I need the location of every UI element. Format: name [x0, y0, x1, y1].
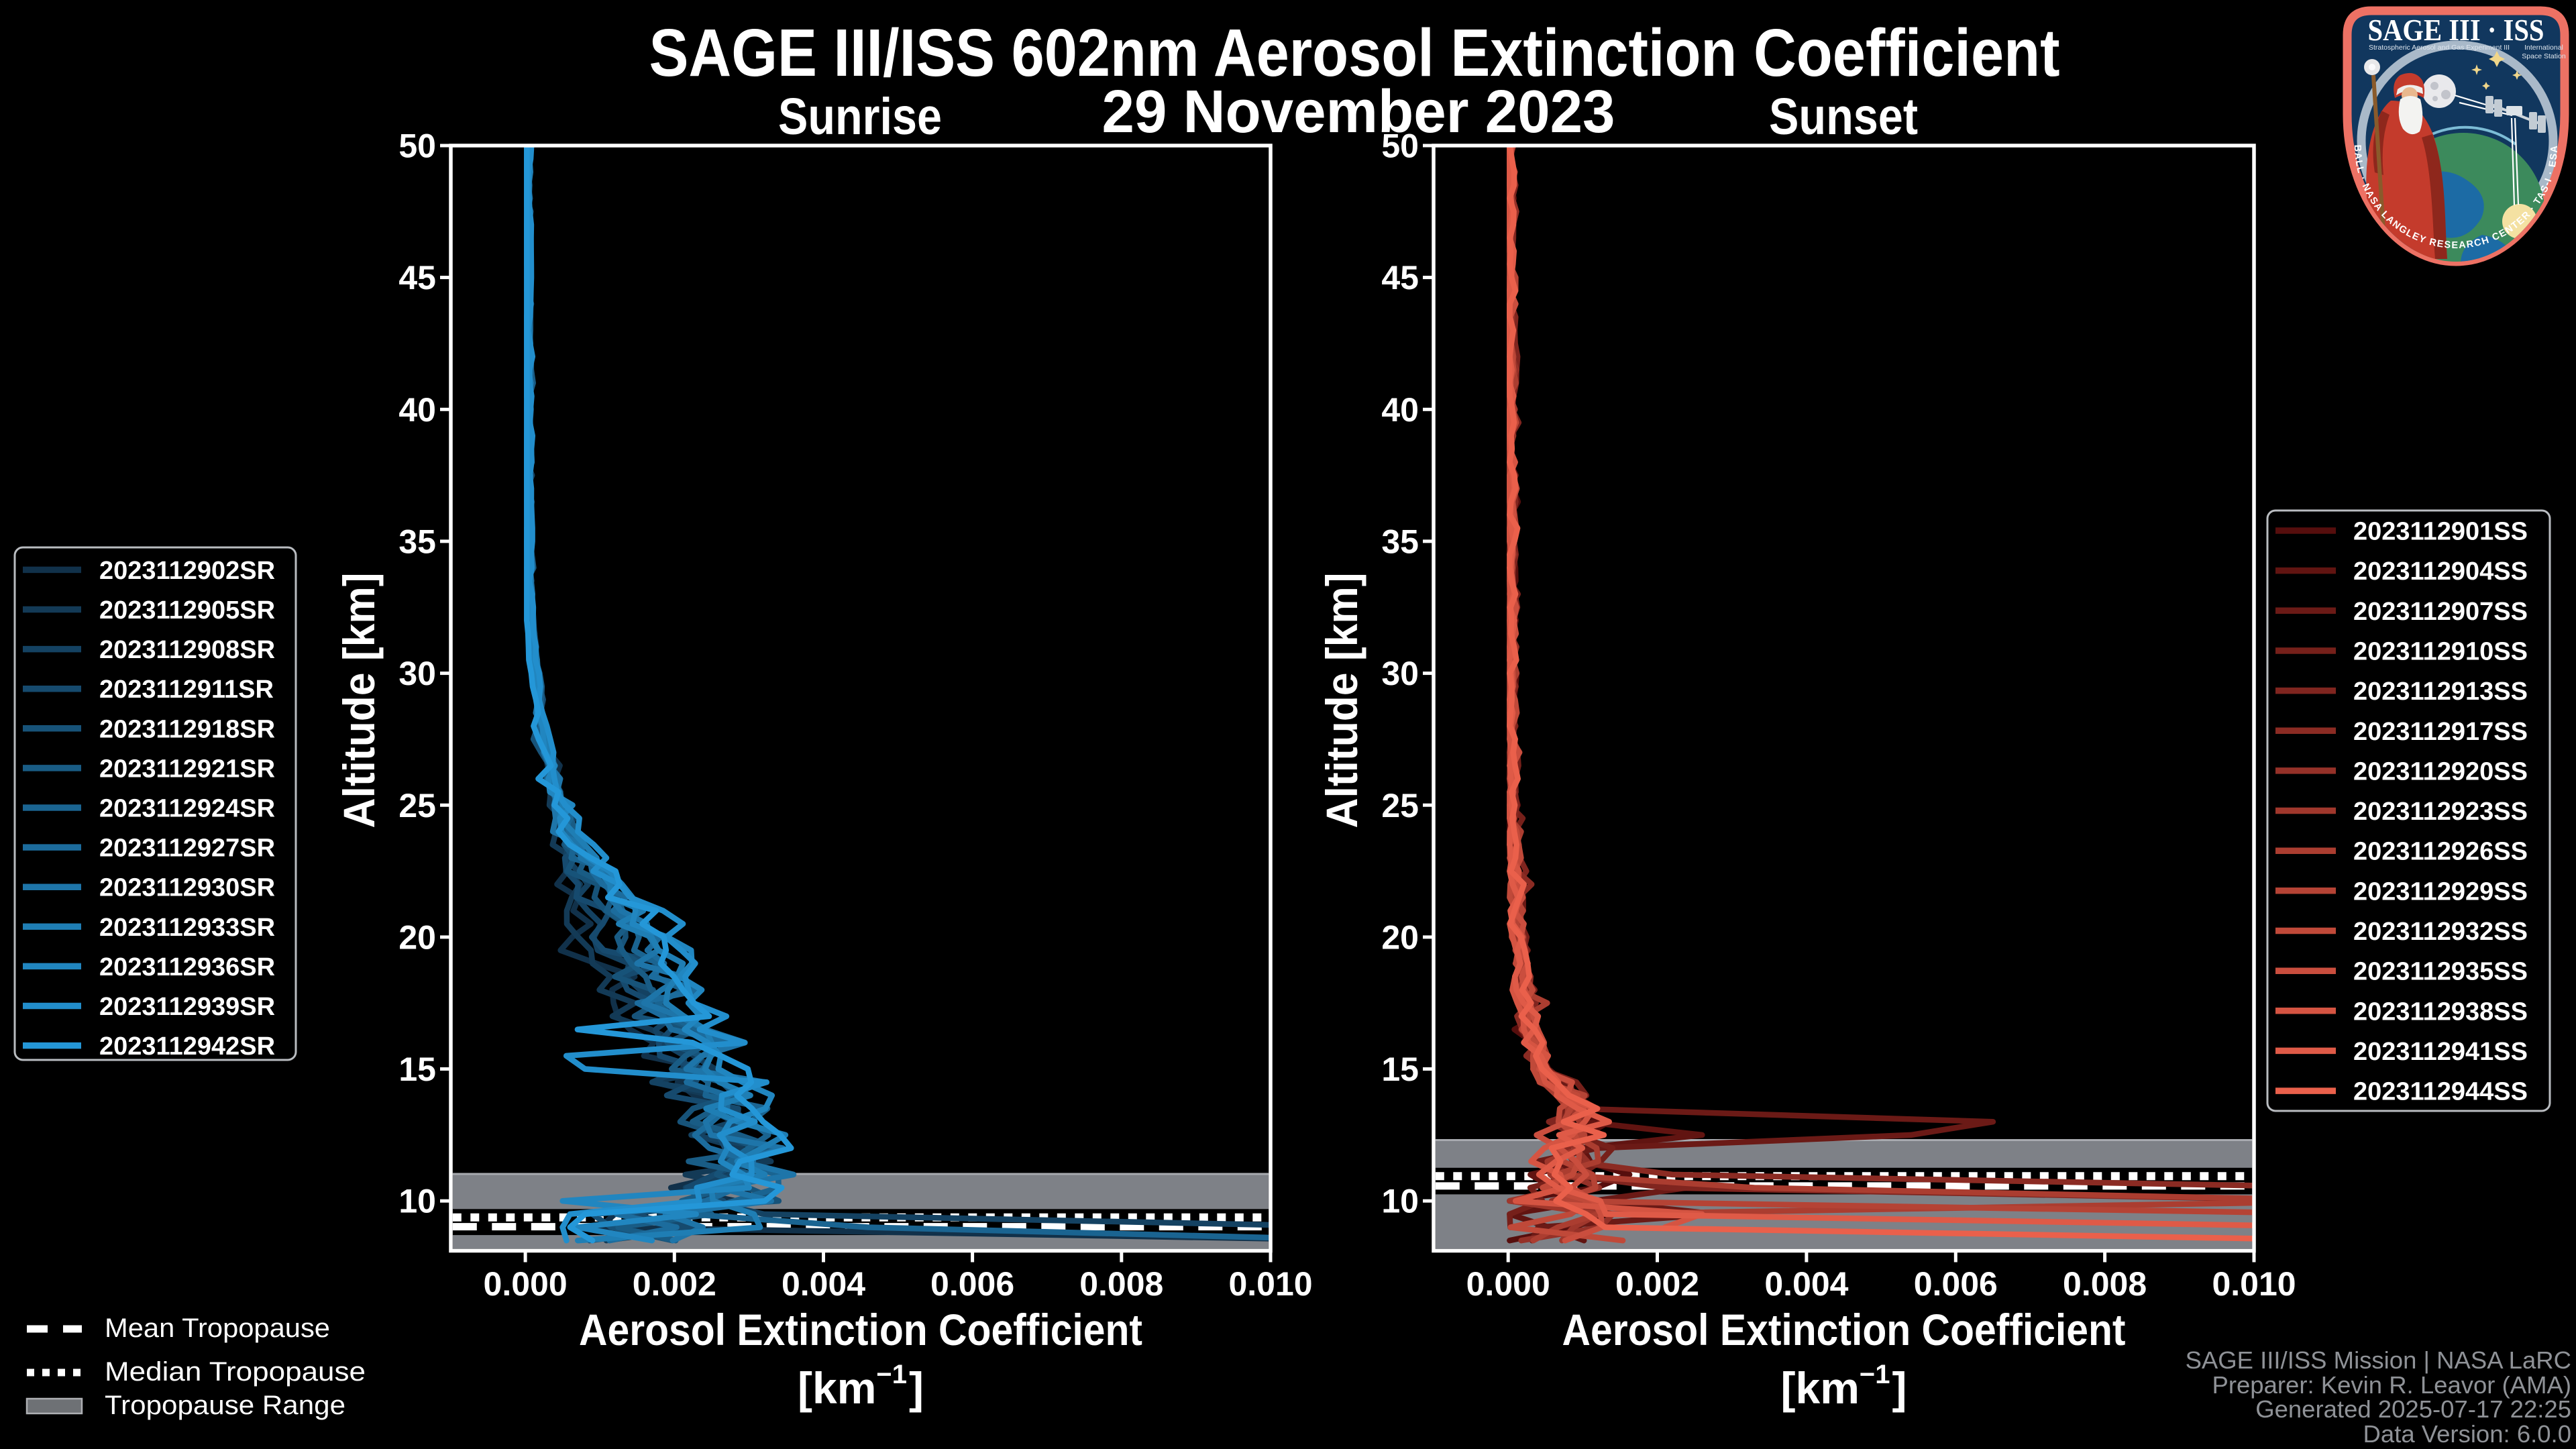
svg-text:Sunset: Sunset — [1769, 88, 1918, 146]
svg-text:Altitude [km]: Altitude [km] — [1317, 573, 1366, 828]
svg-text:Aerosol Extinction Coefficient: Aerosol Extinction Coefficient — [579, 1305, 1142, 1354]
svg-text:15: 15 — [1381, 1051, 1419, 1088]
svg-text:Data Version: 6.0.0: Data Version: 6.0.0 — [2363, 1420, 2571, 1448]
svg-text:2023112933SR: 2023112933SR — [99, 914, 275, 942]
svg-text:2023112938SS: 2023112938SS — [2353, 998, 2528, 1026]
svg-text:0.000: 0.000 — [1466, 1265, 1550, 1303]
svg-text:0.000: 0.000 — [484, 1265, 568, 1303]
svg-text:Space Station: Space Station — [2522, 52, 2566, 60]
svg-text:SAGE III/ISS 602nm Aerosol Ext: SAGE III/ISS 602nm Aerosol Extinction Co… — [649, 15, 2060, 91]
svg-text:International: International — [2524, 44, 2563, 52]
svg-text:40: 40 — [398, 391, 436, 429]
svg-text:2023112944SS: 2023112944SS — [2353, 1078, 2528, 1106]
svg-text:Median Tropopause: Median Tropopause — [105, 1357, 366, 1387]
svg-text:2023112918SR: 2023112918SR — [99, 715, 275, 743]
svg-text:25: 25 — [398, 787, 436, 824]
svg-text:2023112917SS: 2023112917SS — [2353, 718, 2528, 746]
svg-text:10: 10 — [1381, 1183, 1419, 1220]
svg-text:35: 35 — [1381, 523, 1419, 560]
svg-text:30: 30 — [398, 655, 436, 692]
svg-text:2023112902SR: 2023112902SR — [99, 557, 275, 585]
svg-text:Aerosol Extinction Coefficient: Aerosol Extinction Coefficient — [1562, 1305, 2126, 1354]
svg-text:2023112942SR: 2023112942SR — [99, 1032, 275, 1061]
svg-text:0.010: 0.010 — [1228, 1265, 1312, 1303]
svg-text:2023112920SS: 2023112920SS — [2353, 757, 2528, 786]
svg-text:0.006: 0.006 — [1914, 1265, 1998, 1303]
svg-text:50: 50 — [1381, 127, 1419, 165]
svg-text:Preparer: Kevin R. Leavor (AMA: Preparer: Kevin R. Leavor (AMA) — [2212, 1371, 2571, 1399]
svg-text:2023112941SS: 2023112941SS — [2353, 1038, 2528, 1066]
svg-text:2023112908SR: 2023112908SR — [99, 636, 275, 664]
svg-text:20: 20 — [1381, 918, 1419, 956]
svg-text:25: 25 — [1381, 787, 1419, 824]
svg-text:SAGE III · ISS: SAGE III · ISS — [2368, 13, 2544, 47]
svg-text:0.008: 0.008 — [2063, 1265, 2147, 1303]
svg-text:2023112926SS: 2023112926SS — [2353, 838, 2528, 866]
svg-text:Tropopause Range: Tropopause Range — [105, 1391, 345, 1420]
svg-text:0.004: 0.004 — [782, 1265, 865, 1303]
svg-text:2023112929SS: 2023112929SS — [2353, 877, 2528, 906]
svg-text:0.002: 0.002 — [1615, 1265, 1699, 1303]
svg-text:20: 20 — [398, 918, 436, 956]
svg-text:50: 50 — [398, 127, 436, 165]
svg-text:29 November 2023: 29 November 2023 — [1102, 78, 1615, 146]
svg-text:Altitude [km]: Altitude [km] — [334, 573, 384, 828]
svg-text:2023112935SS: 2023112935SS — [2353, 958, 2528, 986]
svg-text:2023112936SR: 2023112936SR — [99, 953, 275, 981]
svg-text:Mean Tropopause: Mean Tropopause — [105, 1313, 330, 1343]
svg-text:2023112904SS: 2023112904SS — [2353, 557, 2528, 586]
svg-text:0.010: 0.010 — [2212, 1265, 2296, 1303]
svg-text:40: 40 — [1381, 391, 1419, 429]
svg-text:2023112939SR: 2023112939SR — [99, 993, 275, 1021]
svg-text:Generated 2025-07-17 22:25: Generated 2025-07-17 22:25 — [2255, 1395, 2571, 1423]
svg-text:2023112905SR: 2023112905SR — [99, 596, 275, 625]
svg-text:45: 45 — [1381, 259, 1419, 297]
svg-text:2023112927SR: 2023112927SR — [99, 835, 275, 863]
svg-text:0.006: 0.006 — [930, 1265, 1014, 1303]
svg-text:SAGE III/ISS Mission | NASA La: SAGE III/ISS Mission | NASA LaRC — [2186, 1346, 2571, 1374]
svg-text:2023112932SS: 2023112932SS — [2353, 918, 2528, 946]
svg-text:0.004: 0.004 — [1764, 1265, 1848, 1303]
svg-text:2023112910SS: 2023112910SS — [2353, 638, 2528, 666]
svg-text:45: 45 — [398, 259, 436, 297]
svg-text:Stratospheric Aerosol and Gas: Stratospheric Aerosol and Gas Experiment… — [2369, 44, 2510, 52]
svg-text:10: 10 — [398, 1183, 436, 1220]
svg-text:0.008: 0.008 — [1079, 1265, 1163, 1303]
svg-text:0.002: 0.002 — [633, 1265, 716, 1303]
svg-text:2023112907SS: 2023112907SS — [2353, 598, 2528, 626]
svg-text:30: 30 — [1381, 655, 1419, 692]
svg-text:2023112924SR: 2023112924SR — [99, 795, 275, 823]
svg-text:2023112930SR: 2023112930SR — [99, 874, 275, 902]
svg-text:Sunrise: Sunrise — [778, 88, 942, 146]
svg-text:2023112911SR: 2023112911SR — [99, 676, 274, 704]
svg-text:2023112901SS: 2023112901SS — [2353, 518, 2528, 546]
svg-text:2023112923SS: 2023112923SS — [2353, 798, 2528, 826]
svg-text:2023112913SS: 2023112913SS — [2353, 678, 2528, 706]
svg-text:15: 15 — [398, 1051, 436, 1088]
svg-text:2023112921SR: 2023112921SR — [99, 755, 275, 783]
svg-text:35: 35 — [398, 523, 436, 560]
